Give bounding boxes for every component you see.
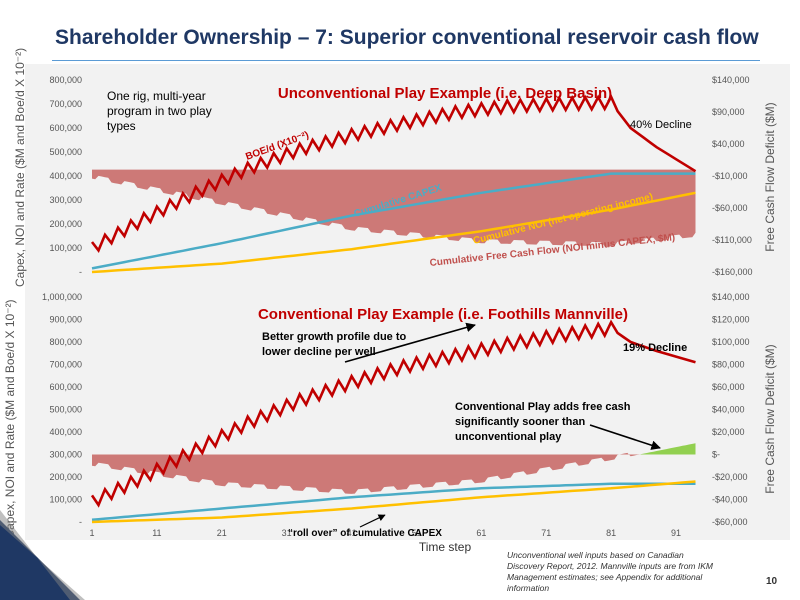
slide-title: Shareholder Ownership – 7: Superior conv… — [55, 26, 759, 49]
bottom-xtick: 51 — [411, 528, 421, 538]
bottom-annotation-freecash-1: Conventional Play adds free cash — [455, 401, 631, 413]
top-ytick-left: - — [79, 267, 82, 277]
bottom-ytick-left: - — [79, 517, 82, 527]
bottom-ytick-right: $80,000 — [712, 360, 745, 370]
bottom-freecash-arrow — [589, 424, 661, 450]
top-ytick-right: -$110,000 — [712, 235, 752, 245]
top-chart-title: Unconventional Play Example (i.e. Deep B… — [278, 85, 612, 102]
bottom-annotation-freecash-2: significantly sooner than — [455, 416, 585, 428]
bottom-fcf-positive-area — [640, 443, 696, 455]
top-ytick-left: 400,000 — [49, 171, 82, 181]
bottom-ytick-right: $20,000 — [712, 427, 745, 437]
bottom-annotation-growth-2: lower decline per well — [262, 346, 376, 358]
top-annotation-decline: 40% Decline — [630, 119, 692, 131]
bottom-xtick: 41 — [347, 528, 357, 538]
bottom-rollover-arrow — [359, 514, 386, 528]
bottom-chart-background — [25, 290, 790, 540]
bottom-xtick: 81 — [606, 528, 616, 538]
top-ytick-right: -$160,000 — [712, 267, 753, 277]
bottom-xaxis-title: Time step — [419, 540, 472, 554]
bottom-xtick: 21 — [217, 528, 227, 538]
title-rule — [52, 60, 760, 61]
bottom-xtick: 1 — [89, 528, 94, 538]
top-noi-line — [91, 191, 696, 274]
bottom-ytick-left: 800,000 — [49, 337, 82, 347]
page-number: 10 — [766, 576, 778, 587]
bottom-ytick-left: 900,000 — [49, 315, 82, 325]
bottom-ytick-left: 400,000 — [49, 427, 82, 437]
bottom-ytick-right: $120,000 — [712, 315, 750, 325]
top-capex-line — [91, 172, 696, 270]
bottom-xtick: 71 — [541, 528, 551, 538]
bottom-boe-line — [90, 319, 696, 508]
top-ytick-left: 500,000 — [49, 147, 82, 157]
top-annotation-rig-2: program in two play — [107, 104, 212, 118]
top-annotation-rig-3: types — [107, 119, 136, 133]
bottom-ytick-right: -$20,000 — [712, 472, 748, 482]
top-ytick-left: 200,000 — [49, 219, 82, 229]
bottom-ytick-right: $60,000 — [712, 382, 745, 392]
top-ytick-left: 300,000 — [49, 195, 82, 205]
top-ytick-right: -$10,000 — [712, 171, 748, 181]
footnote: Unconventional well inputs based on Cana… — [507, 550, 713, 593]
bottom-ytick-right: -$40,000 — [712, 495, 748, 505]
bottom-annotation-growth-1: Better growth profile due to — [262, 331, 407, 343]
top-ytick-right: $140,000 — [712, 75, 750, 85]
bottom-ytick-right: $100,000 — [712, 337, 750, 347]
top-ytick-left: 100,000 — [49, 243, 82, 253]
bottom-ytick-left: 200,000 — [49, 472, 82, 482]
top-ytick-right: $40,000 — [712, 139, 745, 149]
bottom-chart-title: Conventional Play Example (i.e. Foothill… — [258, 306, 628, 323]
bottom-xtick: 61 — [476, 528, 486, 538]
bottom-annotation-freecash-3: unconventional play — [455, 431, 562, 443]
top-annotation-rig-1: One rig, multi-year — [107, 89, 206, 103]
bottom-ytick-left: 600,000 — [49, 382, 82, 392]
bottom-ytick-left: 100,000 — [49, 495, 82, 505]
bottom-ytick-left: 1,000,000 — [42, 292, 82, 302]
bottom-xtick: 91 — [671, 528, 681, 538]
bottom-xtick: 31 — [282, 528, 292, 538]
bottom-noi-line — [91, 480, 696, 524]
bottom-ytick-left: 500,000 — [49, 405, 82, 415]
bottom-ytick-right: $140,000 — [712, 292, 750, 302]
top-ytick-right: $90,000 — [712, 107, 745, 117]
bottom-growth-arrow — [344, 322, 476, 363]
bottom-ytick-left: 700,000 — [49, 360, 82, 370]
top-ytick-left: 800,000 — [49, 75, 82, 85]
bottom-fcf-area — [92, 452, 696, 494]
bottom-ytick-left: 300,000 — [49, 450, 82, 460]
top-ytick-right: -$60,000 — [712, 203, 748, 213]
top-boe-line — [90, 93, 697, 253]
top-ytick-left: 600,000 — [49, 123, 82, 133]
bottom-ytick-right: -$60,000 — [712, 517, 748, 527]
bottom-annotation-rollover: “roll over” of cumulative CAPEX — [288, 528, 442, 539]
bottom-capex-line — [91, 482, 696, 522]
bottom-xtick: 11 — [152, 528, 161, 538]
bottom-annotation-decline: 19% Decline — [623, 342, 687, 354]
bottom-ytick-right: $40,000 — [712, 405, 745, 415]
bottom-ytick-right: $- — [712, 450, 720, 460]
top-ytick-left: 700,000 — [49, 99, 82, 109]
